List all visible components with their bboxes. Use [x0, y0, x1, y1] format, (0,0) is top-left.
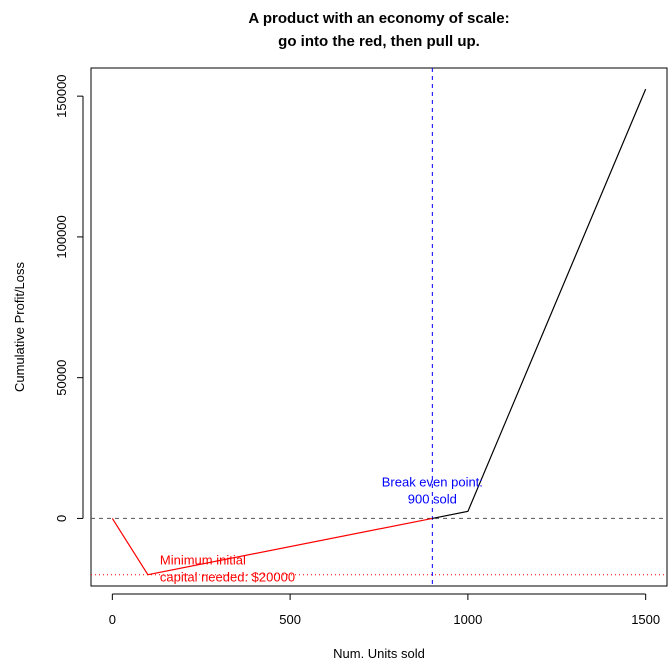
- annotation-min-capital-line-0: Minimum initial: [160, 553, 246, 568]
- chart-title: A product with an economy of scale:: [248, 10, 509, 27]
- y-tick-label-100000: 100000: [54, 215, 69, 258]
- x-tick-label-1000: 1000: [453, 612, 482, 627]
- plot-layer: Break even point: 900 sold Minimum initial…: [91, 68, 667, 586]
- x-tick-label-500: 500: [279, 612, 301, 627]
- annotation-min-capital-line-1: capital needed: $20000: [160, 570, 295, 585]
- series-line-0: [111, 517, 433, 576]
- plot-frame: [90, 67, 668, 587]
- chart-subtitle: go into the red, then pull up.: [278, 33, 480, 50]
- y-tick-label-0: 0: [54, 515, 69, 522]
- x-axis-title: Num. Units sold: [333, 646, 425, 661]
- x-tick-label-1500: 1500: [631, 612, 660, 627]
- y-tick-label-50000: 50000: [54, 360, 69, 396]
- annotation-break-even-line-1: 900 sold: [408, 491, 457, 506]
- series-line-1: [432, 88, 647, 520]
- annotation-break-even-line-0: Break even point:: [382, 474, 483, 489]
- y-tick-label-150000: 150000: [54, 74, 69, 117]
- y-axis-title: Cumulative Profit/Loss: [12, 261, 27, 392]
- axes-layer: 0 500 1000 1500 0 50000 100000 150000: [54, 74, 660, 627]
- x-tick-label-0: 0: [109, 612, 116, 627]
